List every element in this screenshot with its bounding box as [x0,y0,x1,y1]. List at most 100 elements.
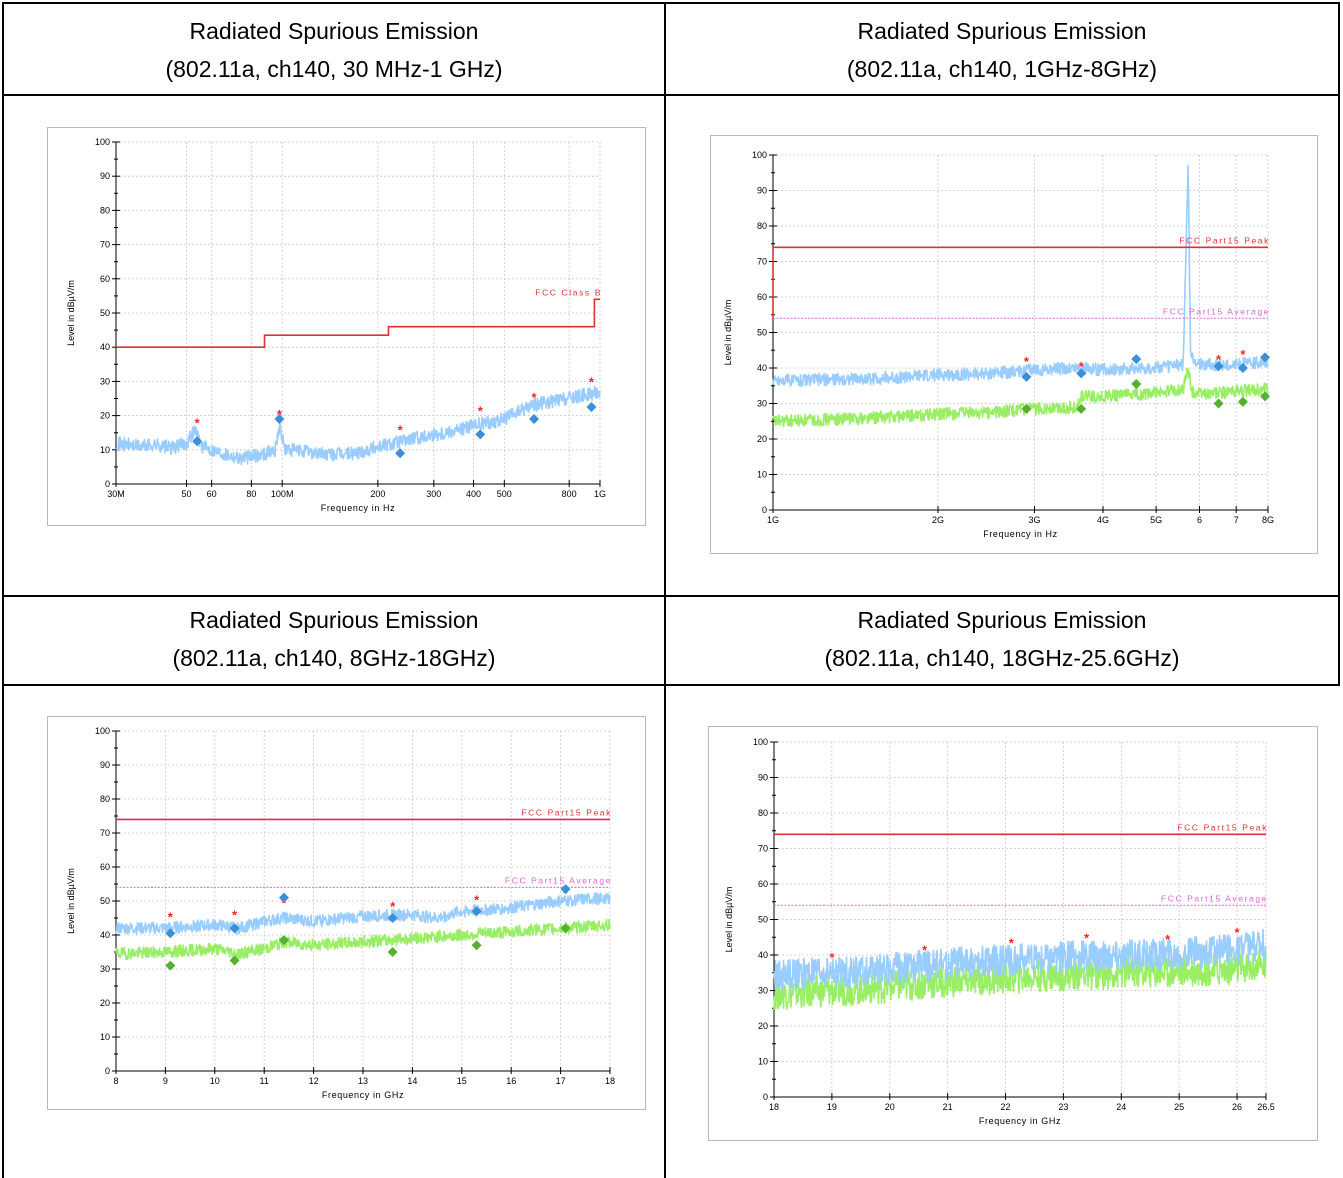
y-tick-label: 60 [100,274,110,284]
limit-label: FCC Part15 Average [505,875,612,885]
x-tick-label: 500 [497,489,512,499]
peak-marker: * [1165,932,1171,947]
peak-marker: * [1235,925,1241,940]
x-tick-label: 15 [457,1076,467,1086]
average-marker [1021,403,1032,414]
limit-line-peak [116,298,600,348]
quasi-peak-marker [1213,361,1224,372]
y-tick-label: 20 [100,411,110,421]
average-marker [1076,403,1087,414]
x-tick-label: 26 [1232,1102,1242,1112]
peak-trace [115,892,611,935]
y-tick-label: 50 [757,328,767,338]
x-tick-label: 8 [113,1076,118,1086]
y-tick-label: 80 [758,808,768,818]
x-tick-label: 13 [358,1076,368,1086]
x-tick-label: 50 [181,489,191,499]
peak-marker: * [232,908,238,923]
chart-svg: 0 10 20 30 40 50 60 70 80 90 100 18 19 20 21 22 23 24 25 26… [724,737,1275,1126]
peak-trace [115,385,601,466]
x-tick-label: 80 [246,489,256,499]
y-tick-label: 40 [758,950,768,960]
y-tick-label: 30 [757,399,767,409]
y-tick-label: 10 [758,1057,768,1067]
x-tick-label: 5G [1150,515,1162,525]
table-row-divider [2,684,1340,686]
x-tick-label: 20 [885,1102,895,1112]
table-row-divider [2,595,1340,597]
average-marker [1131,378,1142,389]
y-tick-label: 90 [758,773,768,783]
table-border-right [1338,2,1340,595]
y-tick-label: 30 [100,376,110,386]
table-border-left [2,2,4,1178]
quasi-peak-marker [471,906,482,917]
y-tick-label: 90 [757,186,767,196]
quasi-peak-marker [586,402,597,413]
y-tick-label: 70 [757,257,767,267]
header-subtitle: (802.11a, ch140, 8GHz-18GHz) [172,645,496,671]
table-column-divider [664,2,666,1178]
x-tick-label: 400 [466,489,481,499]
y-tick-label: 30 [100,964,110,974]
chart-1ghz-8ghz: 0 10 20 30 40 50 60 70 80 90 100 1G 2G 3G 4G 5G 6 7 8G Freq… [710,135,1318,554]
x-tick-label: 23 [1058,1102,1068,1112]
chart-8ghz-18ghz: 0 10 20 30 40 50 60 70 80 90 100 8 9 10 11 12 13 14 15 16 17… [47,716,646,1110]
limit-label: FCC Part15 Peak [521,807,612,817]
x-tick-label: 800 [562,489,577,499]
x-axis-label: Frequency in GHz [322,1090,404,1100]
x-tick-label: 18 [769,1102,779,1112]
y-axis-label: Level in dBµV/m [723,300,733,366]
peak-marker: * [589,374,595,389]
peak-marker: * [1079,359,1085,374]
peak-marker: * [829,950,835,965]
header-title: Radiated Spurious Emission [857,18,1147,44]
y-tick-label: 50 [100,308,110,318]
table-border-top [2,2,1340,4]
peak-marker: * [474,892,480,907]
average-marker [229,955,240,966]
y-axis-label: Level in dBµV/m [66,868,76,934]
y-tick-label: 20 [100,998,110,1008]
quasi-peak-marker [1021,371,1032,382]
x-tick-label: 4G [1097,515,1109,525]
table-border-right [1338,595,1340,686]
quasi-peak-marker [529,414,540,425]
peak-marker: * [390,899,396,914]
y-tick-label: 20 [758,1021,768,1031]
cell-header-1: Radiated Spurious Emission (802.11a, ch1… [4,12,664,88]
y-axis-label: Level in dBµV/m [724,887,734,953]
limit-line-peak [772,246,1268,319]
peak-trace [772,164,1269,388]
header-title: Radiated Spurious Emission [189,607,479,633]
average-marker [1237,396,1248,407]
y-tick-label: 100 [95,726,110,736]
peak-marker: * [195,415,201,430]
peak-marker: * [1009,936,1015,951]
y-tick-label: 100 [95,137,110,147]
y-tick-label: 60 [758,879,768,889]
x-tick-label: 26.5 [1257,1102,1275,1112]
header-subtitle: (802.11a, ch140, 18GHz-25.6GHz) [824,645,1180,671]
cell-header-3: Radiated Spurious Emission (802.11a, ch1… [4,601,664,677]
header-subtitle: (802.11a, ch140, 30 MHz-1 GHz) [165,56,503,82]
y-tick-label: 40 [100,930,110,940]
y-tick-label: 70 [758,844,768,854]
quasi-peak-marker [475,429,486,440]
x-tick-label: 2G [932,515,944,525]
x-axis-label: Frequency in Hz [983,529,1058,539]
x-tick-label: 3G [1029,515,1041,525]
header-title: Radiated Spurious Emission [857,607,1147,633]
x-axis-label: Frequency in GHz [979,1116,1061,1126]
peak-marker: * [281,896,287,911]
peak-marker: * [478,403,484,418]
x-tick-label: 16 [506,1076,516,1086]
quasi-peak-marker [229,923,240,934]
quasi-peak-marker [560,884,571,895]
y-tick-label: 0 [105,1066,110,1076]
y-axis-label: Level in dBµV/m [66,280,76,346]
y-tick-label: 100 [752,150,767,160]
x-tick-label: 8G [1262,515,1274,525]
quasi-peak-marker [387,913,398,923]
